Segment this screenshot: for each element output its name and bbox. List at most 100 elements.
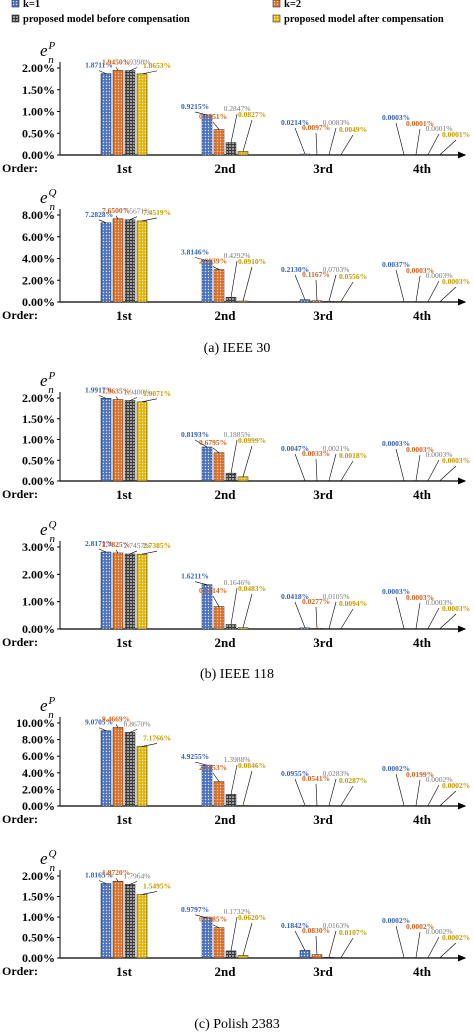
data-label: 4.9255% xyxy=(181,752,209,761)
data-label: 0.0003% xyxy=(442,277,470,286)
data-label: 0.5851% xyxy=(199,112,227,121)
data-label-leader xyxy=(115,67,119,71)
data-label-leader xyxy=(194,111,208,116)
data-label: 0.0483% xyxy=(238,584,266,593)
bar xyxy=(299,627,311,630)
category-label: 2nd xyxy=(215,635,237,650)
bar xyxy=(136,73,148,156)
category-label: 3rd xyxy=(313,308,333,323)
data-label-leader xyxy=(294,778,306,806)
data-label-leader xyxy=(315,279,318,301)
data-label-leader xyxy=(439,139,457,155)
data-label: 0.0003% xyxy=(382,439,410,448)
data-label-leader xyxy=(439,465,457,481)
y-tick-label: 2.00% xyxy=(22,567,55,581)
bar xyxy=(213,927,225,959)
data-label: 0.0002% xyxy=(442,933,470,942)
data-label: 7.1766% xyxy=(143,733,171,742)
bar xyxy=(100,883,112,959)
data-label: 0.1885% xyxy=(224,430,251,439)
bar xyxy=(237,805,249,807)
data-label: 0.0214% xyxy=(281,118,309,127)
category-label: 1st xyxy=(116,308,133,323)
data-label: 0.1646% xyxy=(224,578,251,587)
data-label-leader xyxy=(98,70,107,74)
data-label-leader xyxy=(141,891,158,895)
data-label-leader xyxy=(141,217,158,222)
data-label: 2.7385% xyxy=(143,541,171,550)
data-label: 0.0199% xyxy=(406,770,434,779)
data-label-leader xyxy=(315,606,318,629)
bar xyxy=(225,297,237,303)
legend-label: proposed model after compensation xyxy=(284,14,444,25)
bar xyxy=(112,399,124,482)
category-label: 1st xyxy=(116,487,133,502)
data-label-leader xyxy=(315,935,318,955)
data-label: 7.6500% xyxy=(102,206,130,215)
data-label-leader xyxy=(439,790,457,806)
bar xyxy=(124,553,136,630)
order-axis-label: Order: xyxy=(2,635,38,649)
data-label-leader xyxy=(439,942,457,958)
data-label-leader xyxy=(115,549,119,554)
bar xyxy=(100,730,112,807)
data-label: 0.1842% xyxy=(281,921,309,930)
y-tick-label: 0.00% xyxy=(22,799,55,813)
data-label: 1.6211% xyxy=(181,572,209,581)
data-label-leader xyxy=(315,132,318,155)
data-label: 0.8193% xyxy=(181,430,209,439)
data-label-leader xyxy=(194,914,208,919)
legend-swatch xyxy=(272,14,281,23)
y-tick-label: 0.50% xyxy=(22,453,55,467)
data-label: 0.0003% xyxy=(406,266,434,275)
y-axis-title: eQ n xyxy=(40,519,57,545)
data-label-leader xyxy=(230,113,238,143)
data-label-leader xyxy=(340,281,354,302)
data-label: 2.9839% xyxy=(199,257,227,266)
y-tick-label: 1.50% xyxy=(22,83,55,97)
category-label: 2nd xyxy=(215,964,237,979)
data-label: 0.0277% xyxy=(302,597,330,606)
data-label: 0.6795% xyxy=(199,438,227,447)
legend-swatch xyxy=(11,14,20,23)
y-tick-label: 1.00% xyxy=(22,433,55,447)
y-tick-label: 0.50% xyxy=(22,126,55,140)
data-label-leader xyxy=(98,727,107,731)
data-label: 0.0703% xyxy=(323,265,350,274)
data-label-leader xyxy=(395,448,405,481)
category-label: 2nd xyxy=(215,308,237,323)
data-label-leader xyxy=(328,601,337,629)
data-label-leader xyxy=(129,881,138,885)
data-label: 0.1732% xyxy=(224,907,251,916)
y-tick-label: 0.50% xyxy=(22,931,55,945)
data-label: 0.0003% xyxy=(442,456,470,465)
bar xyxy=(112,70,124,156)
bar xyxy=(299,299,311,303)
bar xyxy=(100,222,112,303)
y-tick-label: 4.00% xyxy=(22,252,55,266)
category-label: 1st xyxy=(116,812,133,827)
y-tick-label: 1.00% xyxy=(22,595,55,609)
category-label: 3rd xyxy=(313,161,333,176)
data-label-leader xyxy=(415,779,421,806)
data-label: 1.3988% xyxy=(224,755,251,764)
data-label-leader xyxy=(328,930,337,958)
bar xyxy=(311,300,323,303)
bar xyxy=(100,73,112,156)
data-label-leader xyxy=(340,608,354,629)
data-label-leader xyxy=(294,453,306,481)
data-label: 0.1167% xyxy=(302,270,330,279)
data-label: 0.0827% xyxy=(238,110,266,119)
bar xyxy=(225,950,237,959)
data-label-leader xyxy=(242,593,253,628)
data-label-leader xyxy=(129,216,138,220)
data-label: 0.0002% xyxy=(406,922,434,931)
data-label: 0.0003% xyxy=(426,271,453,280)
data-label-leader xyxy=(212,924,220,928)
data-label: 2.8171% xyxy=(85,539,113,548)
data-label: 7.5671% xyxy=(124,207,151,216)
order-axis-label: Order: xyxy=(2,964,38,978)
bar xyxy=(201,917,213,959)
data-label-leader xyxy=(194,761,208,766)
bar xyxy=(112,880,124,959)
